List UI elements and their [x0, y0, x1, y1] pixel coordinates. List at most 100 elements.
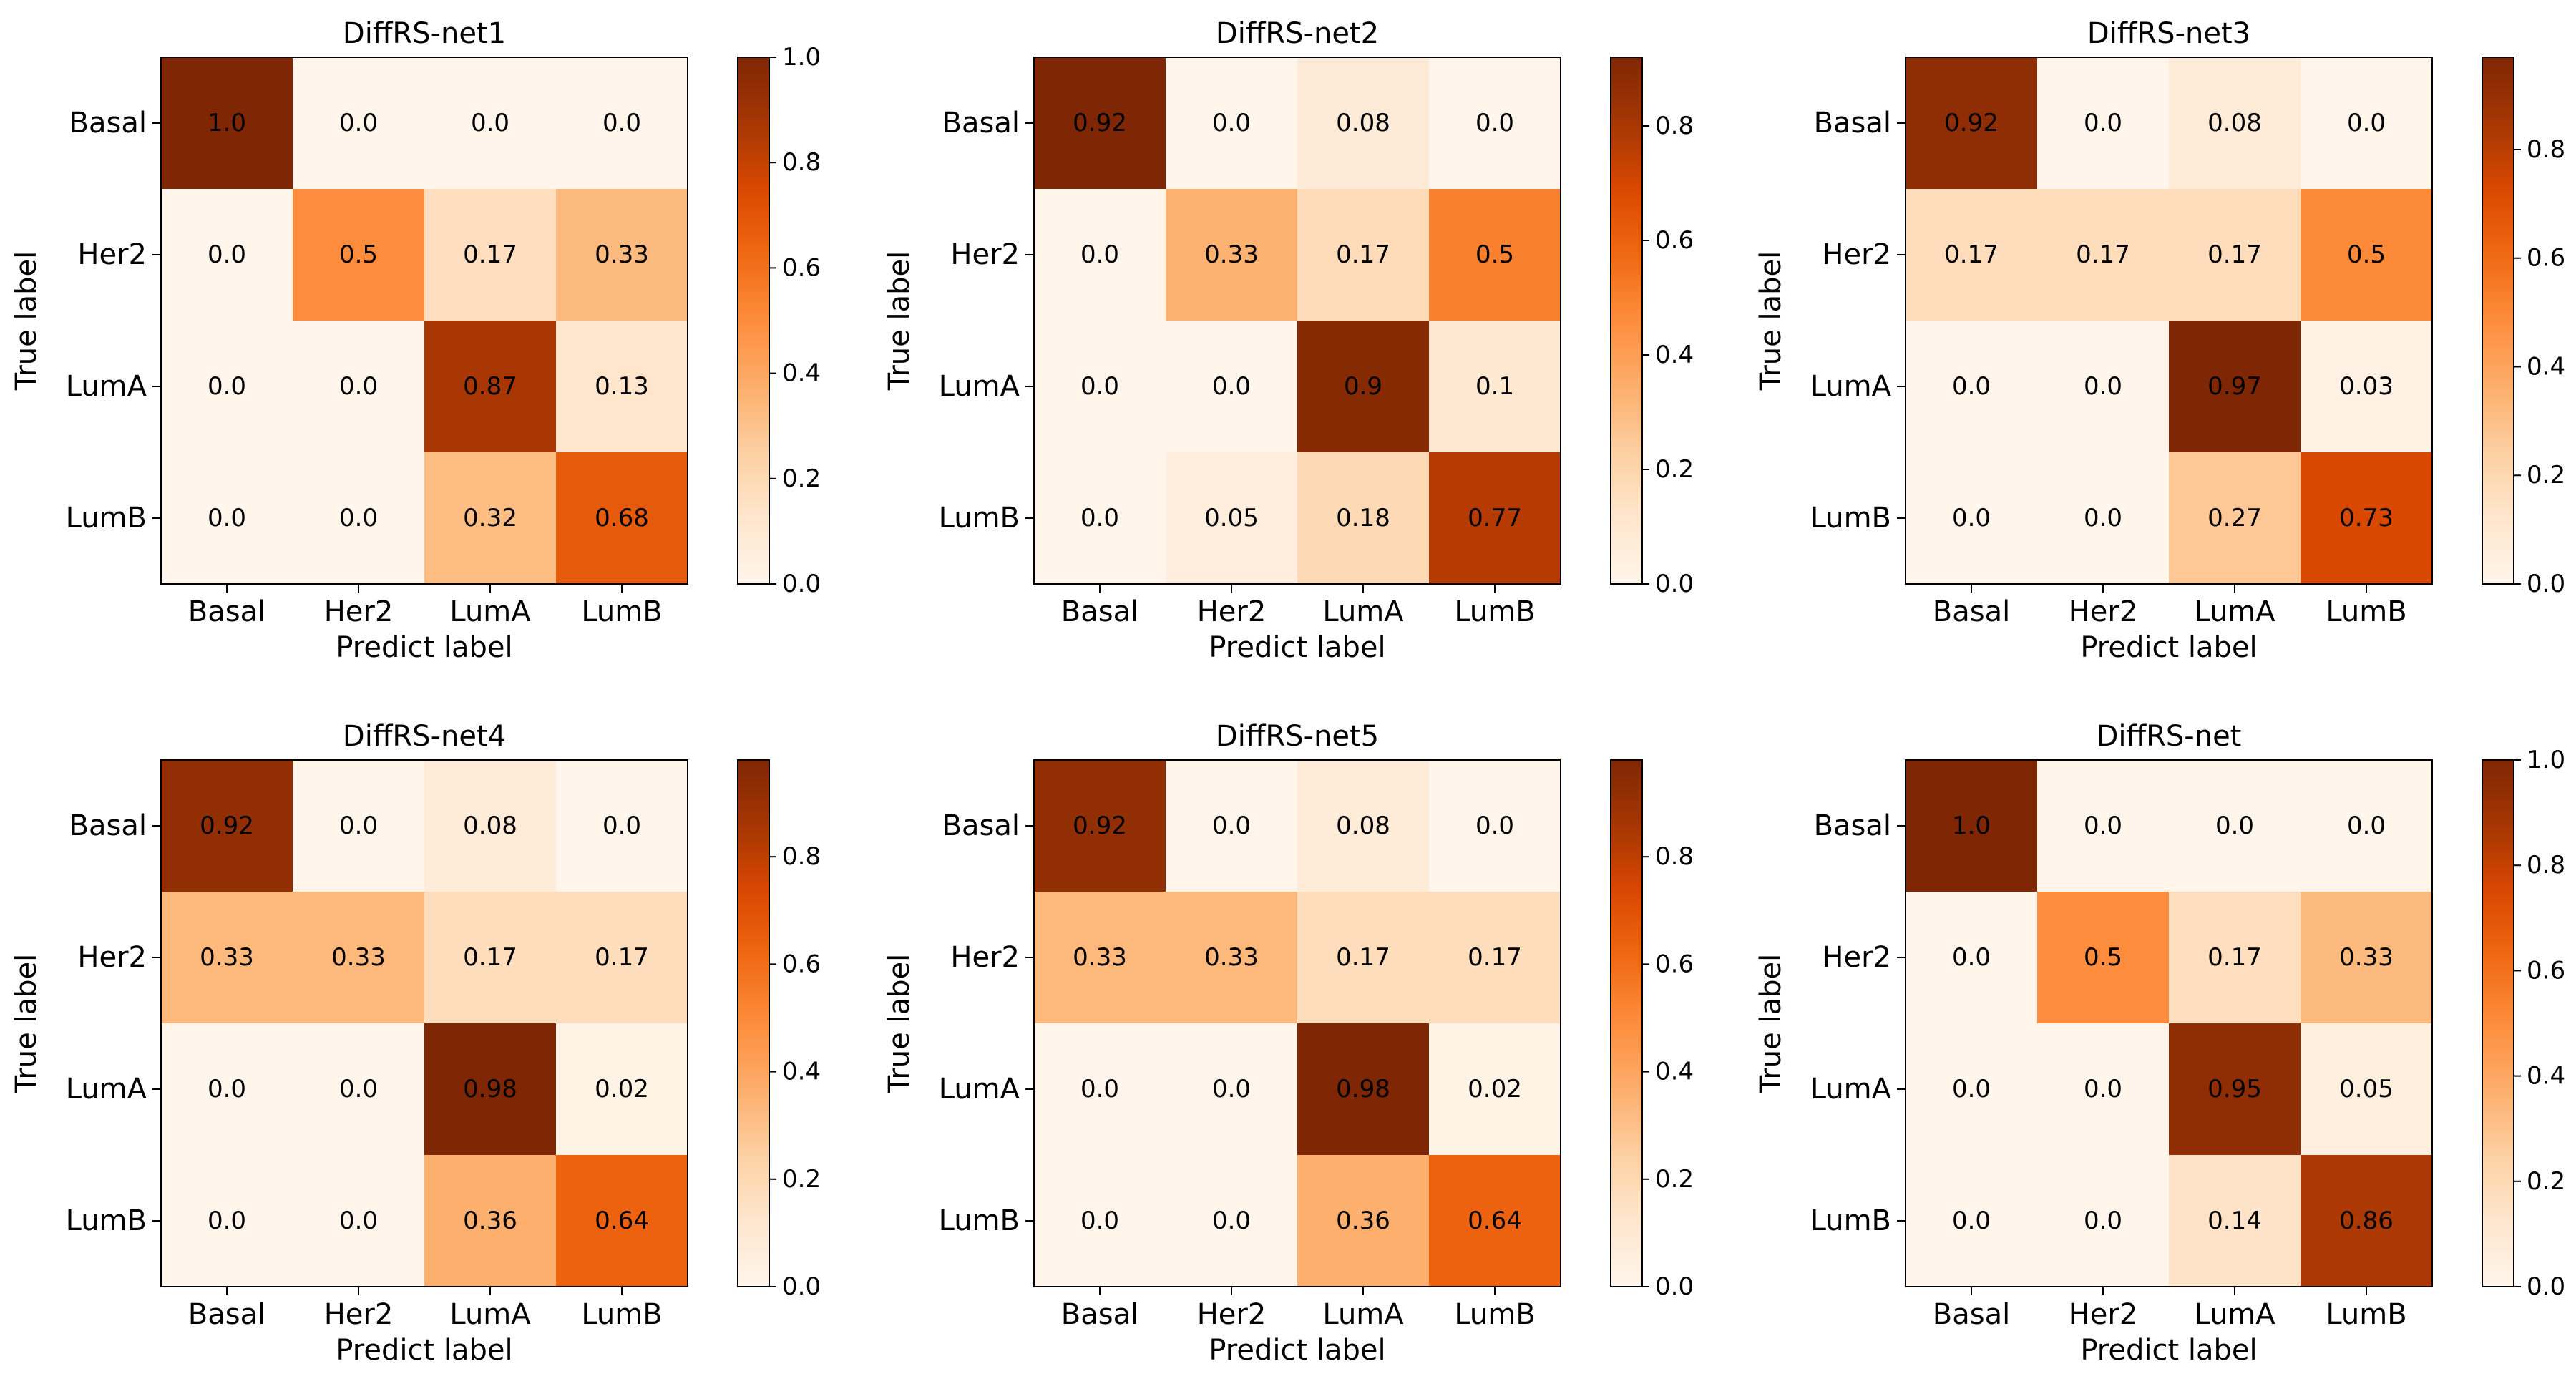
x-tick-label: Basal — [188, 1298, 265, 1331]
heatmap-cell — [161, 892, 293, 1024]
cell-value-label: 0.86 — [2339, 1207, 2394, 1235]
cell-value-label: 0.08 — [2207, 109, 2262, 137]
plot-frame — [1033, 759, 1561, 1287]
y-tick-label: LumB — [66, 502, 147, 535]
y-axis-label: True label — [1755, 954, 1787, 1093]
cell-value-label: 0.0 — [2347, 109, 2386, 137]
cell-value-label: 0.32 — [463, 504, 517, 532]
heatmap-cell — [424, 1023, 557, 1156]
heatmap-cell — [293, 189, 425, 321]
y-axis-label: True label — [883, 954, 916, 1093]
colorbar — [1610, 57, 1643, 585]
colorbar — [2482, 759, 2514, 1287]
heatmap-cell — [2169, 1155, 2301, 1287]
y-axis-label: True label — [10, 251, 43, 391]
cell-value-label: 0.92 — [1944, 109, 1999, 137]
heatmap-cell — [1297, 57, 1430, 190]
heatmap-cell — [556, 760, 688, 892]
cell-value-label: 0.92 — [1073, 109, 1127, 137]
heatmap-cell — [2169, 892, 2301, 1024]
x-axis-label: Predict label — [336, 631, 512, 664]
y-tick-label: LumA — [939, 1073, 1020, 1106]
y-tick-label: Her2 — [77, 941, 147, 974]
heatmap-cell — [1429, 1023, 1561, 1156]
heatmap-cell — [424, 1155, 557, 1287]
colorbar-tick-label: 0.8 — [1655, 112, 1694, 140]
x-axis-label: Predict label — [1209, 631, 1385, 664]
cell-value-label: 0.0 — [339, 811, 378, 840]
cell-value-label: 0.0 — [339, 1075, 378, 1103]
cell-value-label: 0.77 — [1468, 504, 1522, 532]
colorbar-tick-label: 0.8 — [2527, 851, 2565, 879]
colorbar-tick-label: 0.6 — [782, 253, 821, 282]
cell-value-label: 0.17 — [2207, 240, 2262, 269]
heatmap-cell — [1166, 321, 1298, 453]
heatmap-cell — [2037, 321, 2170, 453]
colorbar-tick-label: 0.6 — [782, 950, 821, 978]
cell-value-label: 0.0 — [1212, 1075, 1251, 1103]
heatmap-cell — [1906, 892, 2038, 1024]
confusion-matrix-panel: DiffRS-net5 0.92 0.0 0.08 0.0 0.33 0.33 0.17 0.1… — [883, 720, 1694, 1367]
heatmap-cell — [2301, 1155, 2433, 1287]
heatmap-cell — [161, 760, 293, 892]
heatmap-cell — [1297, 321, 1430, 453]
colorbar-tick-label: 0.0 — [1655, 570, 1694, 598]
cell-value-label: 0.0 — [339, 109, 378, 137]
x-tick-label: LumA — [2194, 595, 2275, 628]
x-tick-label: LumB — [581, 1298, 662, 1331]
heatmap-cell — [293, 452, 425, 585]
cell-value-label: 0.03 — [2339, 372, 2394, 401]
colorbar-tick-label: 0.2 — [2527, 461, 2565, 489]
x-tick-label: LumB — [2326, 595, 2406, 628]
cell-value-label: 0.5 — [2347, 240, 2386, 269]
y-tick-label: LumB — [1810, 1204, 1891, 1237]
heatmap-cell — [2301, 452, 2433, 585]
y-tick-label: Her2 — [950, 238, 1020, 271]
heatmap-cell — [1166, 1023, 1298, 1156]
y-tick-label: LumA — [1810, 1073, 1892, 1106]
x-tick-label: LumA — [2194, 1298, 2275, 1331]
confusion-matrix-panel: DiffRS-net4 0.92 0.0 0.08 0.0 0.33 0.33 0.17 0.1… — [10, 720, 821, 1367]
cell-value-label: 0.05 — [2339, 1075, 2394, 1103]
cell-value-label: 0.17 — [2076, 240, 2130, 269]
colorbar-tick-label: 1.0 — [782, 43, 821, 72]
y-tick-label: Her2 — [1822, 238, 1891, 271]
y-tick-label: Basal — [1814, 809, 1891, 842]
heatmap-cell — [2169, 1023, 2301, 1156]
heatmap-cell — [1906, 1155, 2038, 1287]
x-axis-label: Predict label — [336, 1334, 512, 1367]
x-tick-label: LumA — [449, 595, 531, 628]
heatmap-cell — [1297, 760, 1430, 892]
y-axis-label: True label — [883, 251, 916, 391]
cell-value-label: 0.5 — [339, 240, 378, 269]
colorbar-tick-label: 0.4 — [782, 359, 821, 388]
cell-value-label: 0.36 — [1336, 1207, 1390, 1235]
cell-value-label: 0.14 — [2207, 1207, 2262, 1235]
x-tick-label: LumB — [1454, 595, 1535, 628]
heatmap-cell — [1034, 189, 1166, 321]
heatmap-cell — [1906, 57, 2038, 190]
cell-value-label: 0.0 — [208, 240, 246, 269]
cell-value-label: 0.08 — [1336, 109, 1390, 137]
cell-value-label: 0.0 — [1952, 1075, 1991, 1103]
cell-value-label: 0.17 — [463, 240, 517, 269]
heatmap-cell — [1034, 1155, 1166, 1287]
heatmap-cell — [2301, 1023, 2433, 1156]
cell-value-label: 0.0 — [1475, 811, 1514, 840]
colorbar-tick-label: 0.2 — [1655, 455, 1694, 484]
cell-value-label: 0.0 — [2084, 372, 2122, 401]
heatmap-cell — [1034, 892, 1166, 1024]
cell-value-label: 0.0 — [2215, 811, 2254, 840]
panel-title: DiffRS-net5 — [1216, 720, 1379, 753]
heatmap-cell — [556, 452, 688, 585]
colorbar-tick-label: 0.2 — [2527, 1167, 2565, 1196]
heatmap-cell — [293, 760, 425, 892]
heatmap-cell — [1034, 760, 1166, 892]
colorbar — [737, 759, 770, 1287]
heatmap-cell — [1429, 452, 1561, 585]
x-tick-label: Her2 — [2069, 595, 2138, 628]
heatmap-cell — [424, 57, 557, 190]
heatmap-cell — [1429, 760, 1561, 892]
y-tick-label: LumA — [1810, 370, 1892, 403]
heatmap-cell — [2301, 189, 2433, 321]
